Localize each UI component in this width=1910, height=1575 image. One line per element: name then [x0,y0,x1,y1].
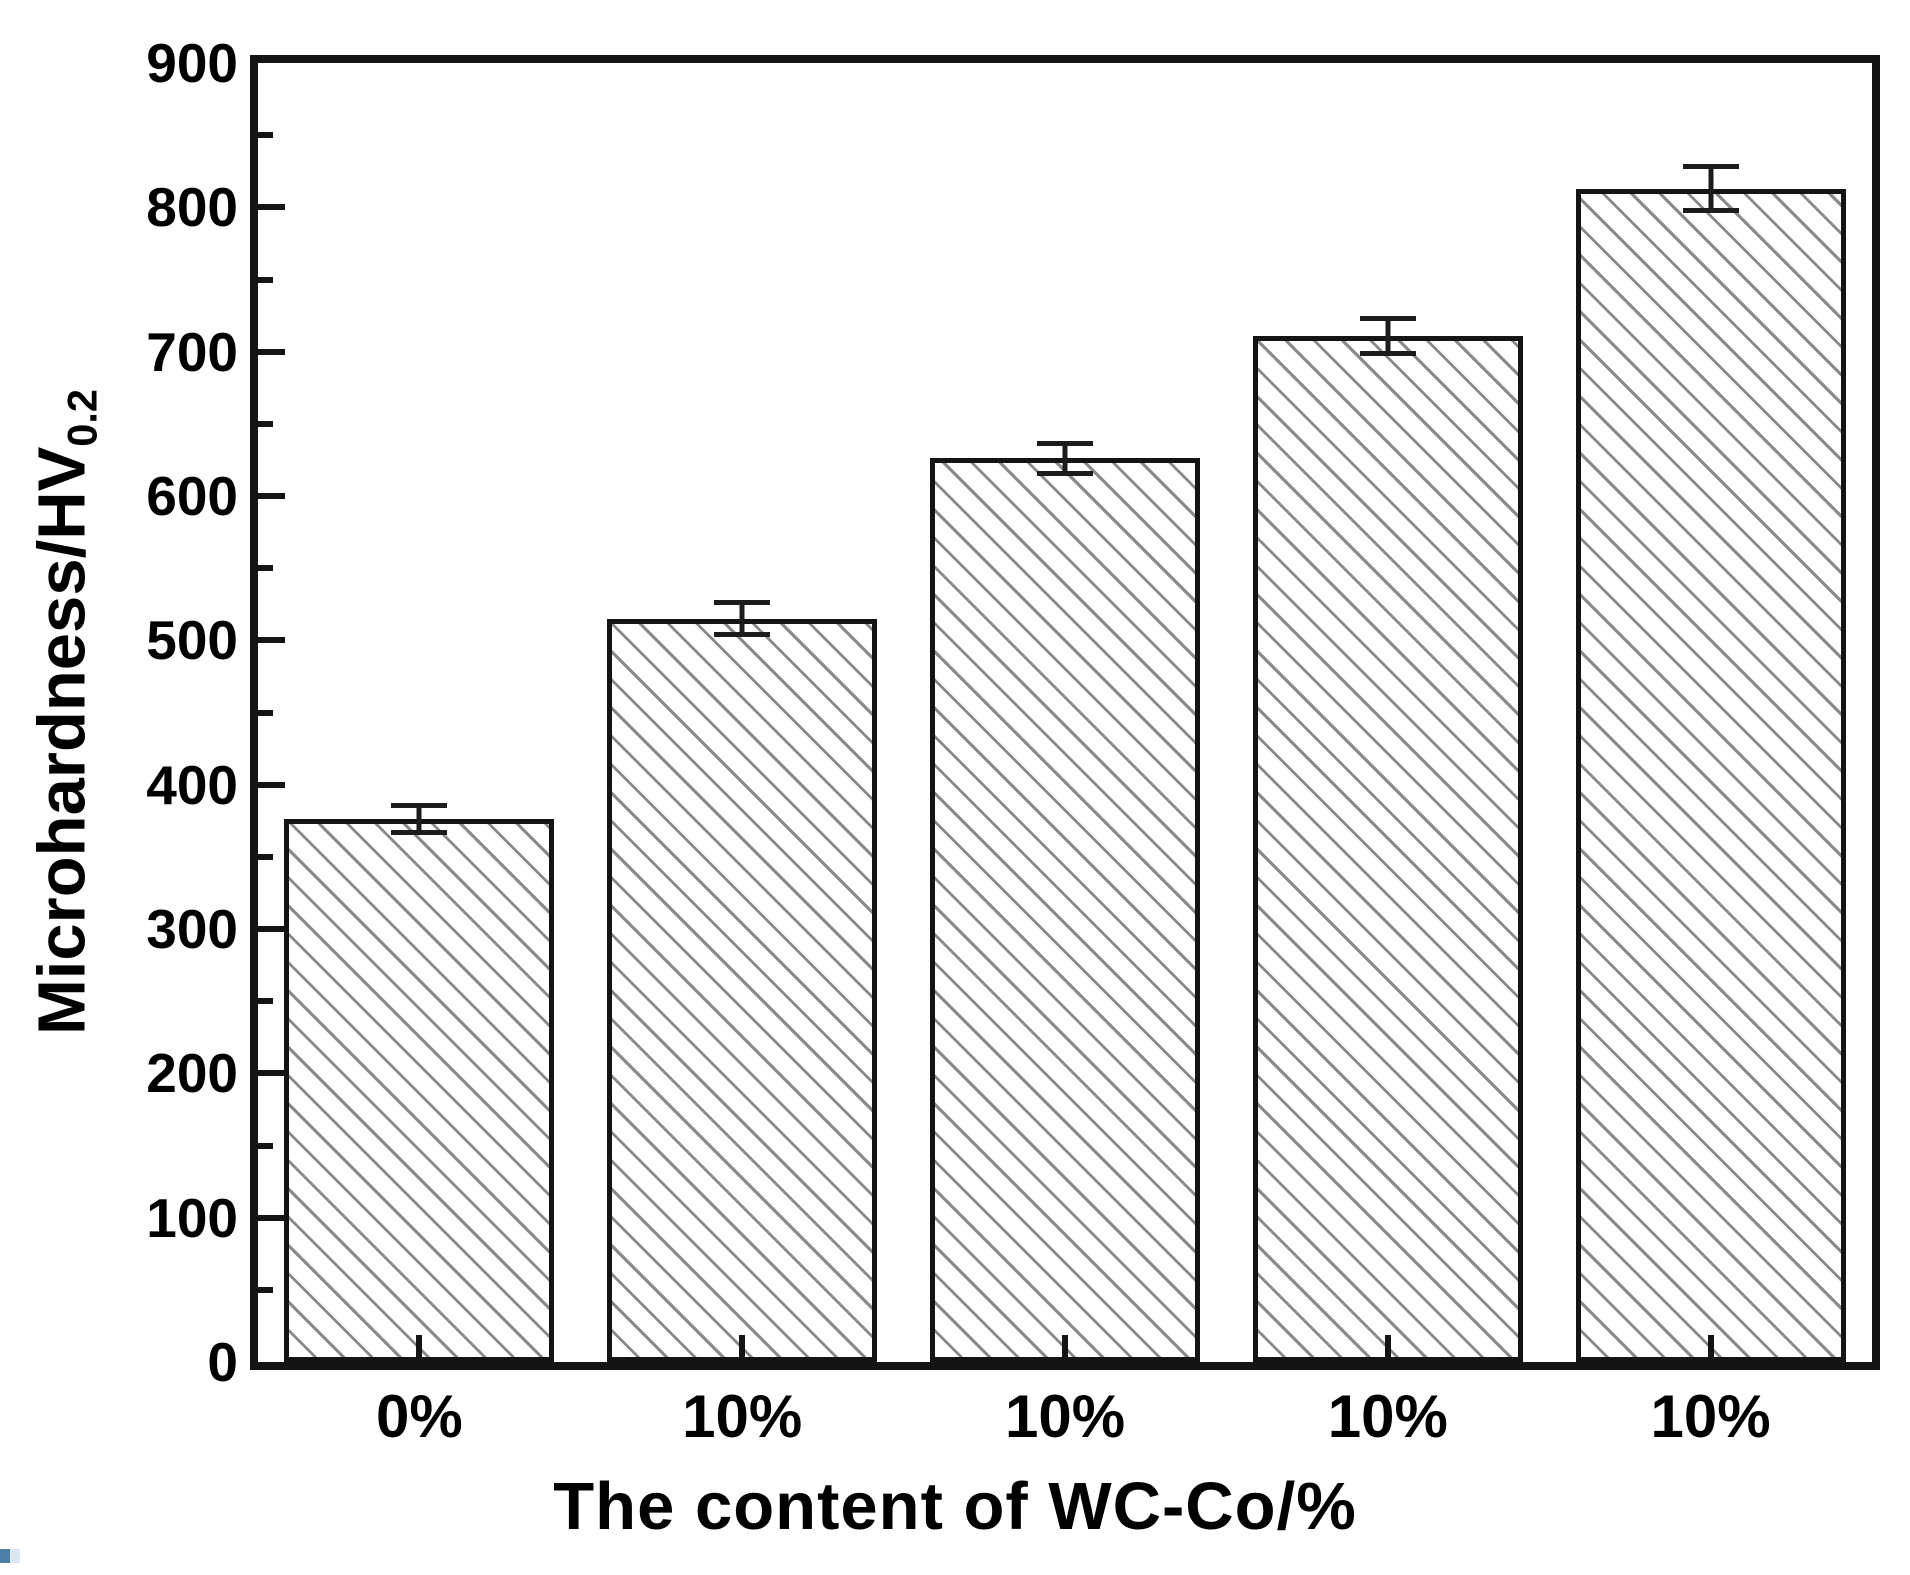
y-axis-tick-label: 400 [146,753,238,816]
y-axis-major-tick [258,1070,285,1077]
y-axis-tick-label: 600 [146,465,238,527]
error-bar-cap-top [1037,441,1093,447]
error-bar-cap-bottom [1682,208,1739,214]
y-axis-major-tick [258,348,285,355]
y-axis-title-main: Microhardness/HV [24,446,100,1036]
x-axis-tick [739,1335,746,1362]
error-bar-cap-bottom [1359,350,1416,356]
x-axis-tick-label: 0% [376,1383,463,1450]
y-axis-tick-label: 800 [146,176,238,239]
error-bar [1359,315,1416,356]
error-bar-line [1062,441,1068,476]
error-bar-cap-top [1682,164,1739,170]
error-bar-line [1708,164,1714,214]
error-bar-cap-top [714,599,771,605]
bar [930,458,1200,1362]
x-axis-tick-label: 10% [1327,1383,1448,1450]
y-axis-tick-label: 100 [146,1186,238,1249]
error-bar-line [1385,315,1391,356]
y-axis-major-tick [258,637,285,644]
error-bar [1682,164,1739,214]
bar [1575,188,1846,1362]
y-axis-minor-tick [258,565,273,572]
y-axis-minor-tick [258,1286,273,1293]
x-axis-tick-label: 10% [682,1383,803,1450]
y-axis-tick-label: 700 [146,320,238,383]
x-axis-tick [1707,1335,1714,1362]
y-axis-tick-label: 300 [146,898,238,960]
error-bar [391,803,448,836]
y-axis-tick-label: 200 [146,1042,238,1105]
y-axis-title-subscript: 0.2 [58,388,106,447]
error-bar-cap-top [1359,315,1416,321]
plot-inner-area [258,63,1872,1362]
corner-artifact [0,1549,20,1563]
y-axis-major-tick [258,926,285,932]
error-bar-line [739,599,745,638]
y-axis-tick-label: 0 [207,1331,238,1393]
x-axis-tick [1384,1335,1391,1362]
y-axis-major-tick [258,493,285,499]
y-axis-minor-tick [258,276,273,283]
y-axis-tick-label: 900 [146,32,238,94]
error-bar-cap-bottom [714,632,771,638]
y-axis-minor-tick [258,420,273,427]
y-axis-minor-tick [258,709,273,716]
x-axis-title: The content of WC-Co/% [553,1469,1357,1544]
bar [284,819,555,1362]
error-bar [714,599,771,638]
corner-artifact-dark [0,1549,10,1563]
corner-artifact-light [10,1549,20,1563]
y-axis-minor-tick [258,132,273,139]
error-bar-cap-bottom [391,830,448,836]
y-axis-title: Microhardness/HV0.2 [24,389,106,1036]
x-axis-tick [416,1335,423,1362]
bar [1252,335,1523,1362]
error-bar [1037,441,1093,476]
y-axis-minor-tick [258,998,273,1005]
error-bar-cap-bottom [1037,470,1093,476]
y-axis-major-tick [258,781,285,788]
error-bar-line [416,803,422,836]
x-axis-tick [1062,1335,1068,1362]
y-axis-minor-tick [258,1142,273,1149]
y-axis-tick-label: 500 [146,609,238,672]
x-axis-tick-label: 10% [1650,1383,1771,1450]
y-axis-major-tick [258,204,285,211]
y-axis-minor-tick [258,853,273,860]
bar [607,618,878,1362]
error-bar-cap-top [391,803,448,809]
y-axis-major-tick [258,1214,285,1221]
x-axis-tick-label: 10% [1004,1383,1126,1450]
